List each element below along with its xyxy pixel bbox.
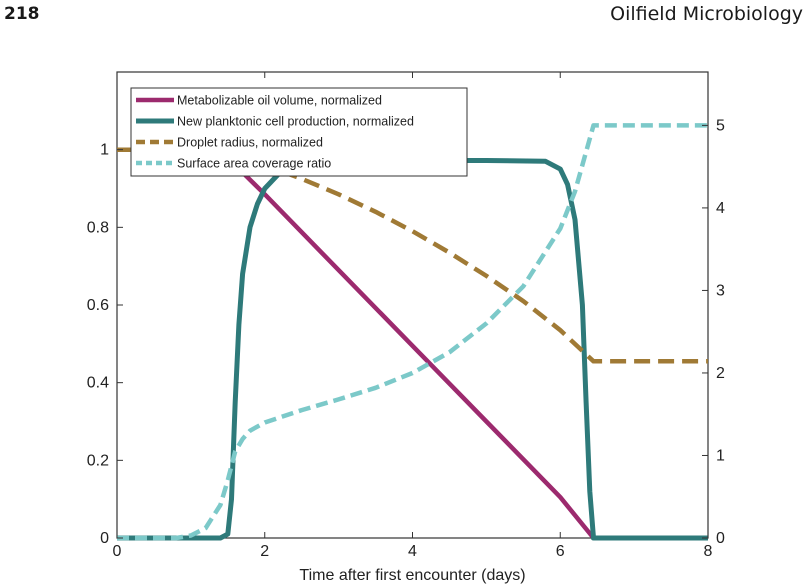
series-line-3 xyxy=(117,147,708,364)
y-right-tick-label: 1 xyxy=(716,447,725,464)
legend-label-4: Surface area coverage ratio xyxy=(177,157,331,171)
legend-label-2: New planktonic cell production, normaliz… xyxy=(177,115,414,129)
x-tick-label: 2 xyxy=(260,543,269,560)
y-left-tick-label: 0 xyxy=(100,530,109,547)
legend-label-3: Droplet radius, normalized xyxy=(177,136,323,150)
y-right-tick-label: 5 xyxy=(716,117,725,134)
y-right-tick-label: 3 xyxy=(716,282,725,299)
series-line-4 xyxy=(117,123,708,541)
page-number: 218 xyxy=(4,4,40,24)
y-right-tick-label: 0 xyxy=(716,530,725,547)
y-left-tick-label: 0.6 xyxy=(87,297,109,314)
legend: Metabolizable oil volume, normalized New … xyxy=(130,87,468,177)
series-line-2 xyxy=(117,158,708,541)
running-title: Oilfield Microbiology xyxy=(610,3,803,25)
legend-label-1: Metabolizable oil volume, normalized xyxy=(177,94,382,108)
x-tick-label: 6 xyxy=(556,543,565,560)
x-tick-label: 0 xyxy=(113,543,122,560)
y-left-tick-label: 0.4 xyxy=(87,375,109,392)
x-tick-label: 8 xyxy=(704,543,713,560)
legend-box xyxy=(130,87,468,177)
y-left-tick-label: 1 xyxy=(100,142,109,159)
y-left-tick-label: 0.8 xyxy=(87,219,109,236)
series-lines xyxy=(117,123,708,541)
y-left-tick-label: 0.2 xyxy=(87,452,109,469)
y-right-tick-label: 2 xyxy=(716,365,725,382)
series-line-1 xyxy=(117,147,708,541)
x-axis-label: Time after first encounter (days) xyxy=(299,567,525,584)
x-tick-label: 4 xyxy=(408,543,417,560)
y-right-tick-label: 4 xyxy=(716,200,725,217)
